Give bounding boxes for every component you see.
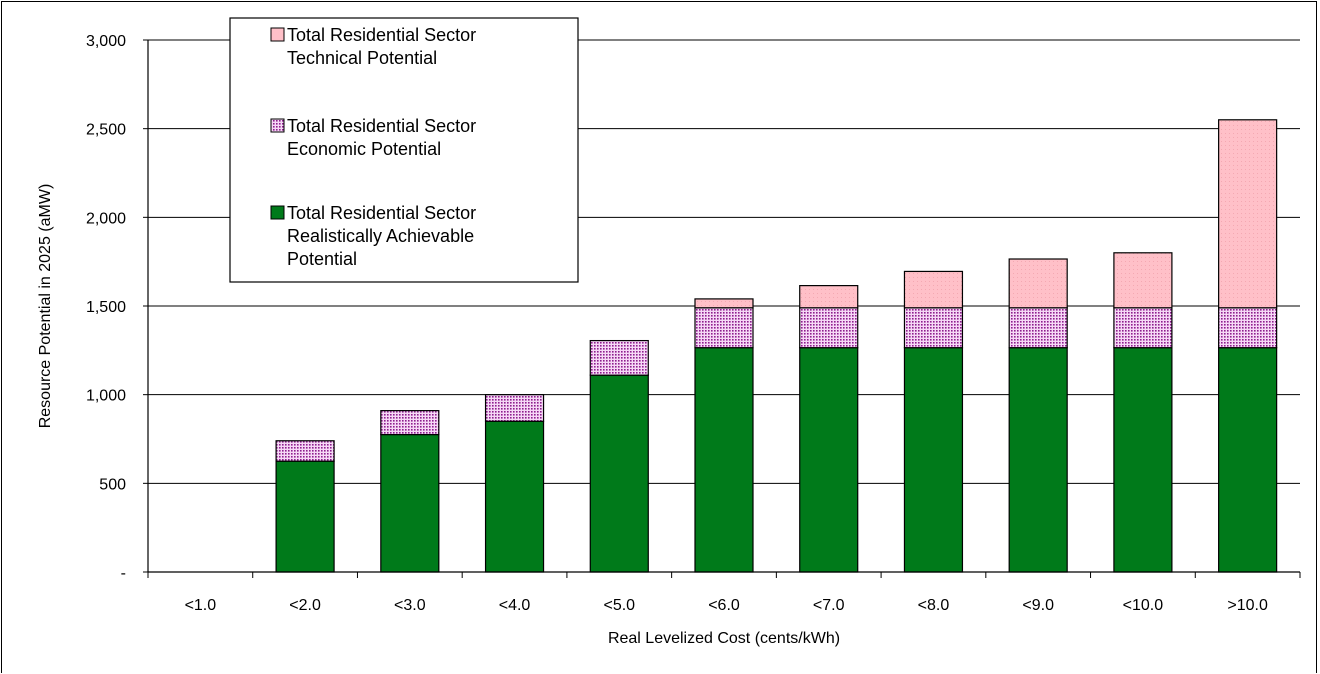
x-tick-label-0: <1.0 xyxy=(185,597,217,614)
y-tick-label-4: 2,000 xyxy=(86,210,126,227)
bar-economic-4 xyxy=(589,339,649,376)
legend-label-1-1: Economic Potential xyxy=(287,139,441,159)
x-tick-label-6: <7.0 xyxy=(813,597,845,614)
y-tick-label-1: 500 xyxy=(99,476,126,493)
bar-achievable-10 xyxy=(1218,347,1278,573)
y-tick-label-2: 1,000 xyxy=(86,388,126,405)
tick-labels: - 500 1,000 1,500 2,000 2,500 3,000 <1.0 <2.0 <3.… xyxy=(86,33,1268,614)
y-tick-label-0: - xyxy=(121,565,126,582)
bar-economic-1 xyxy=(275,440,335,462)
legend-label-0-0: Total Residential Sector xyxy=(287,25,476,45)
bar-achievable-1 xyxy=(275,460,335,573)
x-tick-label-2: <3.0 xyxy=(394,597,426,614)
bar-achievable-6 xyxy=(799,347,859,573)
x-tick-label-5: <6.0 xyxy=(708,597,740,614)
y-tick-label-6: 3,000 xyxy=(86,33,126,50)
bar-economic-7 xyxy=(903,307,964,349)
y-axis-title: Resource Potential in 2025 (aMW) xyxy=(37,184,54,429)
bar-technical-9 xyxy=(1113,252,1173,309)
bar-technical-8 xyxy=(1008,258,1068,309)
bar-economic-6 xyxy=(799,307,859,349)
x-tick-label-8: <9.0 xyxy=(1022,597,1054,614)
bar-economic-5 xyxy=(694,307,754,349)
legend-label-0-1: Technical Potential xyxy=(287,48,437,68)
bar-economic-8 xyxy=(1008,307,1068,349)
bar-economic-10 xyxy=(1218,307,1278,349)
legend-swatch-1 xyxy=(270,118,285,133)
bar-achievable-8 xyxy=(1008,347,1068,573)
bars xyxy=(275,119,1278,573)
bar-achievable-9 xyxy=(1113,347,1173,573)
legend-label-2-2: Potential xyxy=(287,249,357,269)
bar-achievable-4 xyxy=(589,374,649,573)
x-tick-label-7: <8.0 xyxy=(918,597,950,614)
bar-technical-6 xyxy=(799,285,859,309)
legend-box xyxy=(229,17,579,283)
bar-technical-7 xyxy=(903,270,964,309)
legend-label-2-1: Realistically Achievable xyxy=(287,226,474,246)
x-tick-label-9: <10.0 xyxy=(1123,597,1164,614)
x-tick-label-1: <2.0 xyxy=(289,597,321,614)
legend-label-1-0: Total Residential Sector xyxy=(287,116,476,136)
x-axis-title: Real Levelized Cost (cents/kWh) xyxy=(608,630,840,647)
legend-swatch-0 xyxy=(270,27,285,42)
bar-economic-2 xyxy=(380,410,440,436)
bar-achievable-5 xyxy=(694,347,754,573)
legend: Total Residential Sector Technical Potent… xyxy=(229,17,579,283)
bar-achievable-7 xyxy=(903,347,964,573)
legend-label-2-0: Total Residential Sector xyxy=(287,203,476,223)
bar-technical-10 xyxy=(1218,119,1278,309)
x-tick-label-3: <4.0 xyxy=(499,597,531,614)
x-tick-label-4: <5.0 xyxy=(603,597,635,614)
axes xyxy=(143,39,1301,578)
y-tick-label-3: 1,500 xyxy=(86,299,126,316)
bar-economic-3 xyxy=(484,394,545,422)
bar-achievable-3 xyxy=(484,420,545,573)
y-tick-label-5: 2,500 xyxy=(86,122,126,139)
bar-economic-9 xyxy=(1113,307,1173,349)
bar-technical-5 xyxy=(694,298,754,309)
x-tick-label-10: >10.0 xyxy=(1227,597,1268,614)
bar-achievable-2 xyxy=(380,433,440,573)
legend-swatch-2 xyxy=(270,205,285,220)
